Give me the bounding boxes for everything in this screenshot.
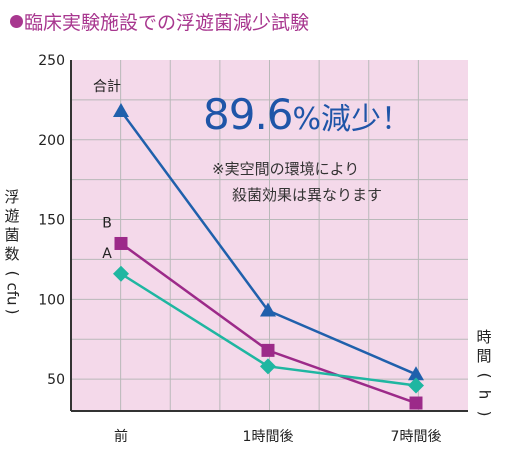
note-line-2: 殺菌効果は異なります [232, 186, 383, 204]
data-point-square [409, 396, 423, 410]
y-axis-label-char: ) [3, 308, 22, 315]
reduction-value: 89.6 [203, 90, 294, 139]
y-axis-label-char: 浮 [4, 188, 20, 206]
y-axis-label: 浮 遊 菌 数 ( cfu ) [2, 188, 22, 321]
y-axis-label-char: 菌 [4, 226, 20, 244]
x-axis-label-char: ( [475, 372, 494, 379]
y-tick-label: 200 [38, 133, 65, 149]
data-point-square [261, 343, 275, 357]
data-point-triangle [113, 103, 129, 118]
y-axis-label-char: 数 [4, 245, 20, 263]
note-line-1: ※実空間の環境により [212, 160, 360, 178]
x-tick-label: 1時間後 [243, 429, 294, 445]
y-tick-label: 250 [38, 53, 65, 69]
x-tick-label: 前 [114, 428, 128, 445]
x-axis-label: 時 間 ( h ) [474, 328, 494, 423]
y-tick-label: 100 [38, 292, 65, 308]
series-name-label: 合計 [93, 79, 121, 95]
y-tick-label: 50 [47, 372, 65, 388]
data-point-diamond [260, 358, 276, 375]
x-axis-label-char: 間 [476, 347, 492, 365]
disclaimer-note: ※実空間の環境により 殺菌効果は異なります [212, 156, 382, 208]
x-axis-label-char: ) [475, 410, 494, 417]
data-point-diamond [113, 265, 129, 282]
data-point-triangle [260, 302, 276, 317]
x-axis-label-char: h [475, 389, 494, 400]
series-name-label: B [102, 215, 112, 231]
title-bullet-icon [10, 15, 23, 28]
data-point-square [114, 236, 128, 250]
reduction-label: %減少！ [292, 102, 412, 137]
x-axis-label-char: 時 [476, 328, 492, 346]
data-point-triangle [408, 366, 424, 381]
y-tick-label: 150 [38, 213, 65, 229]
y-axis-label-char: ( [3, 270, 22, 277]
chart-title: 臨床実験施設での浮遊菌減少試験 [10, 8, 309, 35]
reduction-callout: 89.6%減少！ [203, 90, 411, 139]
y-axis-label-char: 遊 [4, 207, 20, 225]
data-point-diamond [408, 377, 424, 394]
series-name-label: A [102, 246, 112, 262]
chart-title-text: 臨床実験施設での浮遊菌減少試験 [24, 12, 310, 34]
x-tick-label: 7時間後 [391, 429, 442, 445]
y-axis-label-char: cfu [3, 282, 22, 306]
